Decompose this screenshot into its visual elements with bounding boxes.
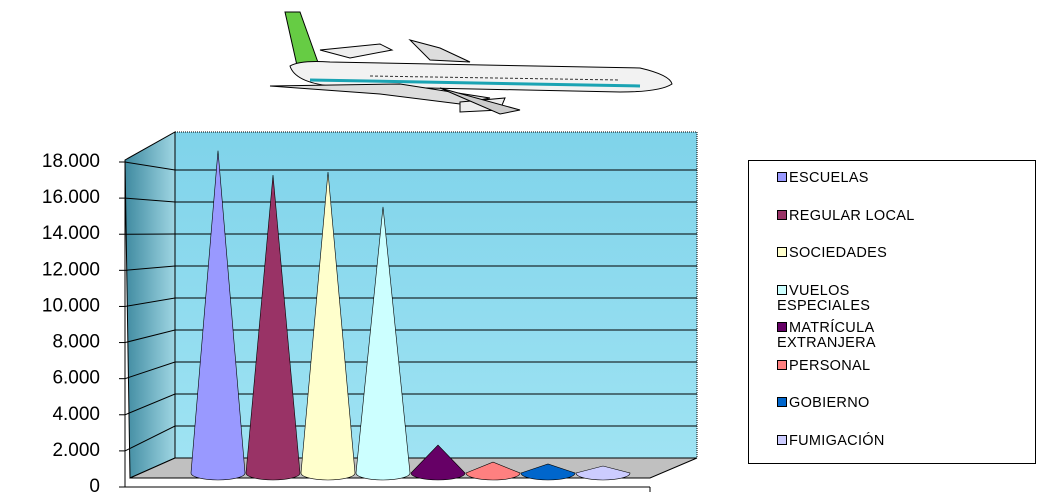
legend-label: REGULAR LOCAL xyxy=(789,207,915,224)
y-tick-label: 14.000 xyxy=(42,223,100,244)
y-tick-label: 2.000 xyxy=(52,440,100,461)
legend: ESCUELAS REGULAR LOCAL SOCIEDADES VUELOS ES… xyxy=(748,160,1036,464)
legend-label: MATRÍCULA EXTRANJERA xyxy=(777,320,876,351)
legend-item: GOBIERNO xyxy=(777,396,947,411)
y-tick-label: 16.000 xyxy=(42,187,100,208)
cone xyxy=(355,206,411,481)
legend-swatch xyxy=(777,434,787,445)
y-tick-label: 6.000 xyxy=(52,368,100,389)
legend-swatch xyxy=(777,322,787,332)
y-tick-label: 4.000 xyxy=(52,404,100,425)
y-tick-label: 0 xyxy=(89,476,100,494)
legend-item: ESCUELAS xyxy=(777,171,947,186)
legend-swatch xyxy=(777,209,787,220)
legend-label: SOCIEDADES xyxy=(789,245,888,261)
grid-line xyxy=(124,197,697,203)
legend-swatch xyxy=(777,284,787,295)
cone xyxy=(575,465,631,481)
grid-line xyxy=(124,393,697,416)
legend-item: FUMIGACIÓN xyxy=(777,432,947,449)
legend-label: PERSONAL xyxy=(789,357,871,374)
legend-swatch xyxy=(777,247,787,257)
grid-line xyxy=(124,425,697,452)
grid-line xyxy=(124,297,697,307)
legend-item: PERSONAL xyxy=(777,357,947,374)
cone xyxy=(520,463,576,481)
legend-item: VUELOS ESPECIALES xyxy=(777,282,947,314)
legend-item: REGULAR LOCAL xyxy=(777,207,947,224)
legend-item: MATRÍCULA EXTRANJERA xyxy=(777,321,947,351)
y-tick-label: 12.000 xyxy=(42,259,100,280)
cone xyxy=(465,461,521,481)
grid-line xyxy=(124,361,697,380)
cone xyxy=(300,171,356,481)
y-tick-label: 10.000 xyxy=(42,295,100,316)
legend-label: GOBIERNO xyxy=(789,395,870,411)
legend-label: FUMIGACIÓN xyxy=(789,432,885,449)
legend-label: VUELOS ESPECIALES xyxy=(777,282,871,314)
legend-label: ESCUELAS xyxy=(789,170,869,186)
legend-item: SOCIEDADES xyxy=(777,246,947,261)
grid-line xyxy=(124,329,697,344)
legend-swatch xyxy=(777,397,787,407)
grid-line xyxy=(124,161,697,171)
legend-swatch xyxy=(777,172,787,182)
cone xyxy=(190,150,246,481)
legend-swatch xyxy=(777,359,787,370)
cone xyxy=(410,444,466,481)
cone xyxy=(245,175,301,481)
y-tick-label: 18.000 xyxy=(42,151,100,172)
y-tick-label: 8.000 xyxy=(52,332,100,353)
airplane xyxy=(269,11,673,115)
grid-line xyxy=(124,265,697,271)
